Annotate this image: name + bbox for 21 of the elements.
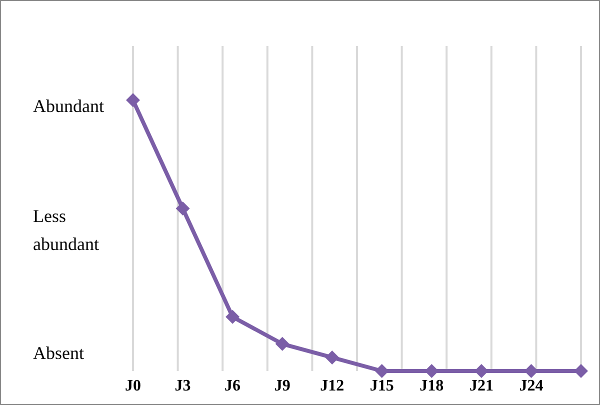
text: Abundant <box>33 95 105 118</box>
x-tick-label: J12 <box>320 377 344 394</box>
point <box>275 336 290 351</box>
x-tick-label: J0 <box>125 377 141 394</box>
x-tick-label: J21 <box>469 377 494 394</box>
x-tick-label: J15 <box>370 377 394 394</box>
x-tick-label: J24 <box>519 377 544 394</box>
x-tick-label: J6 <box>224 377 241 394</box>
x-tick-label: J3 <box>174 377 191 394</box>
x-tick-label: J18 <box>420 377 444 394</box>
point <box>226 310 240 324</box>
point <box>424 364 439 378</box>
point <box>176 202 190 216</box>
point <box>325 350 340 364</box>
point <box>374 364 389 378</box>
text: Less abundant <box>33 204 100 256</box>
x-tick-label: J9 <box>274 377 290 394</box>
point <box>126 93 140 108</box>
point <box>574 364 588 378</box>
point <box>524 364 538 378</box>
text: Absent <box>33 342 85 365</box>
